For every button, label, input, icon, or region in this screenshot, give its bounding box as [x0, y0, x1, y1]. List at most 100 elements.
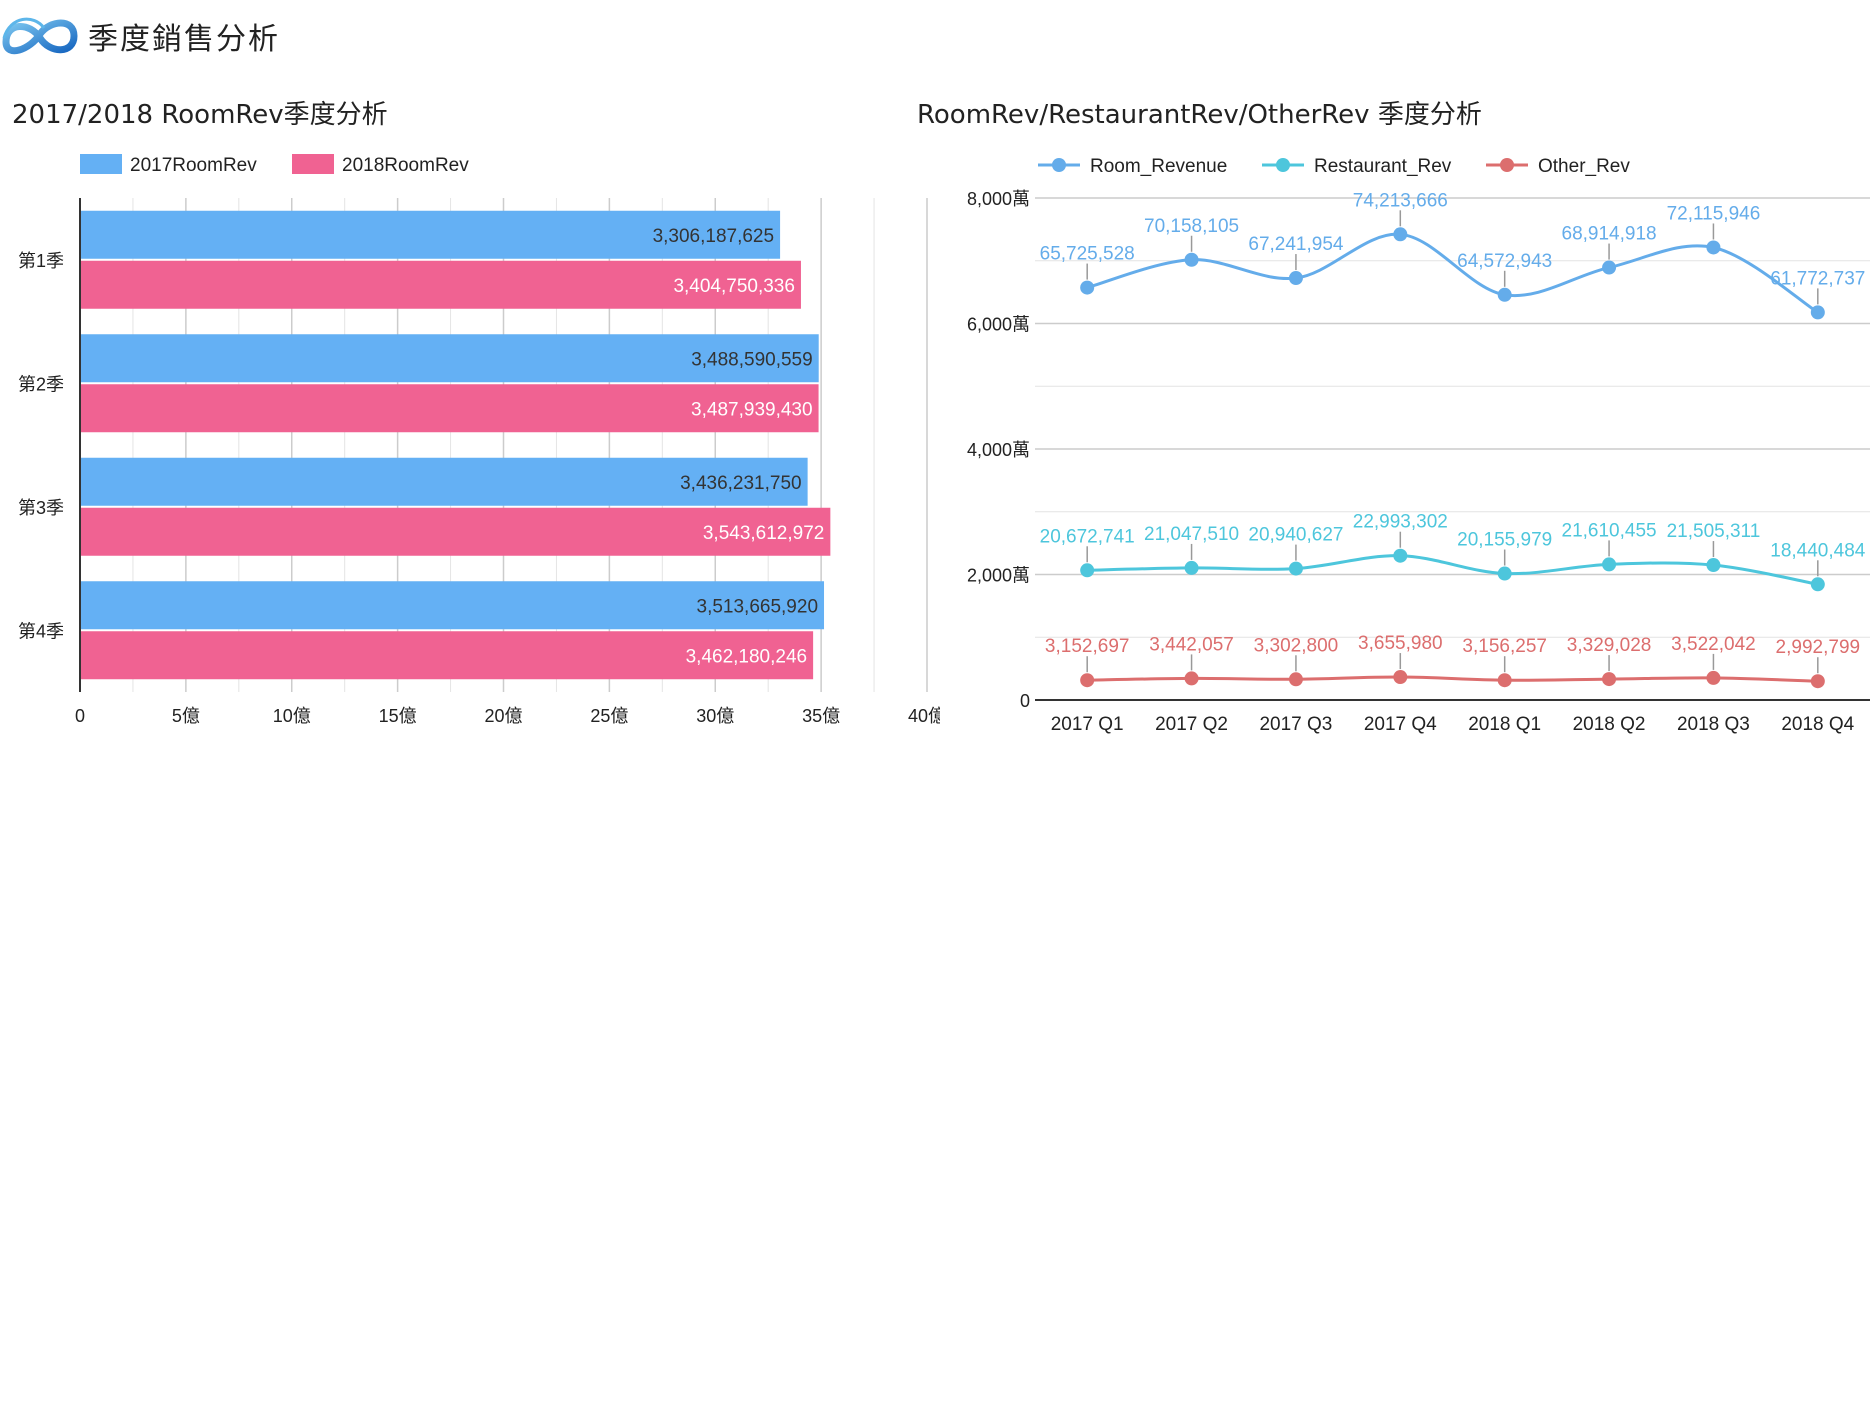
point-Room_Revenue-2017 Q1 [1080, 280, 1095, 295]
data-label-2018RoomRev: 3,462,180,246 [686, 646, 808, 667]
legend-label-Other_Rev: Other_Rev [1538, 156, 1630, 177]
line-chart: Room_Revenue Restaurant_Rev Other_Rev 0 2,00… [967, 156, 1870, 735]
series-line-Restaurant_Rev [1087, 554, 1819, 586]
data-label-Other_Rev: 3,522,042 [1671, 634, 1756, 655]
data-label-Room_Revenue: 64,572,943 [1457, 251, 1552, 272]
point-Restaurant_Rev-2017 Q4 [1393, 548, 1408, 563]
bar-2017RoomRev-第3季 [80, 457, 808, 506]
point-Other_Rev-2018 Q2 [1602, 672, 1617, 687]
data-label-2017RoomRev: 3,488,590,559 [691, 349, 813, 370]
legend-marker-Restaurant_Rev [1276, 158, 1290, 172]
x-tick-label: 20億 [484, 706, 522, 726]
x-tick-label: 15億 [379, 706, 417, 726]
legend-label-2017RoomRev: 2017RoomRev [130, 155, 257, 176]
data-label-Other_Rev: 3,329,028 [1567, 635, 1652, 656]
y-category-label: 第4季 [18, 621, 64, 641]
data-label-Other_Rev: 3,152,697 [1045, 636, 1130, 657]
y-tick-label: 0 [1020, 691, 1030, 711]
x-tick-label: 30億 [696, 706, 734, 726]
data-label-2017RoomRev: 3,436,231,750 [680, 473, 802, 494]
data-label-Restaurant_Rev: 22,993,302 [1353, 512, 1448, 533]
data-label-Room_Revenue: 68,914,918 [1562, 224, 1657, 245]
bar-2017RoomRev-第2季 [80, 334, 819, 383]
point-Room_Revenue-2018 Q2 [1602, 260, 1617, 275]
y-category-label: 第3季 [18, 498, 64, 518]
data-label-Restaurant_Rev: 20,672,741 [1040, 526, 1135, 547]
infinity-logo-icon [2, 17, 78, 55]
point-Room_Revenue-2018 Q4 [1810, 305, 1825, 320]
y-tick-label: 4,000萬 [967, 440, 1030, 460]
data-label-2018RoomRev: 3,487,939,430 [691, 399, 813, 420]
data-label-2018RoomRev: 3,404,750,336 [673, 276, 795, 297]
legend-marker-Other_Rev [1500, 158, 1514, 172]
data-label-Restaurant_Rev: 21,047,510 [1144, 524, 1239, 545]
point-Other_Rev-2017 Q3 [1288, 672, 1303, 687]
x-category-label: 2017 Q3 [1259, 714, 1332, 735]
y-tick-label: 2,000萬 [967, 566, 1030, 586]
x-category-label: 2018 Q2 [1573, 714, 1646, 735]
x-tick-label: 10億 [273, 706, 311, 726]
point-Restaurant_Rev-2017 Q1 [1080, 563, 1095, 578]
legend-swatch-2017RoomRev [80, 154, 122, 174]
point-Restaurant_Rev-2018 Q3 [1706, 558, 1721, 573]
data-label-Room_Revenue: 70,158,105 [1144, 216, 1239, 237]
point-Other_Rev-2017 Q1 [1080, 673, 1095, 688]
legend-label-2018RoomRev: 2018RoomRev [342, 155, 469, 176]
point-Restaurant_Rev-2018 Q2 [1602, 557, 1617, 572]
point-Restaurant_Rev-2018 Q4 [1810, 577, 1825, 592]
point-Other_Rev-2018 Q3 [1706, 670, 1721, 685]
data-label-Other_Rev: 3,655,980 [1358, 633, 1443, 654]
point-Room_Revenue-2017 Q4 [1393, 227, 1408, 242]
x-tick-label: 40億 [908, 706, 940, 726]
data-label-Restaurant_Rev: 21,505,311 [1667, 521, 1761, 542]
data-label-Restaurant_Rev: 21,610,455 [1562, 520, 1657, 541]
bar-chart-title: 2017/2018 RoomRev季度分析 [12, 100, 388, 130]
x-category-label: 2017 Q1 [1051, 714, 1124, 735]
y-category-label: 第1季 [18, 251, 64, 271]
point-Restaurant_Rev-2017 Q3 [1288, 561, 1303, 576]
line-chart-title: RoomRev/RestaurantRev/OtherRev 季度分析 [917, 100, 1482, 130]
bar-2017RoomRev-第4季 [80, 581, 825, 630]
data-label-Room_Revenue: 72,115,946 [1667, 203, 1761, 224]
y-tick-label: 6,000萬 [967, 315, 1030, 335]
point-Restaurant_Rev-2017 Q2 [1184, 560, 1199, 575]
x-category-label: 2017 Q4 [1364, 714, 1437, 735]
bar-2018RoomRev-第3季 [80, 507, 831, 556]
point-Other_Rev-2018 Q1 [1497, 673, 1512, 688]
data-label-Other_Rev: 3,442,057 [1149, 634, 1234, 655]
x-tick-label: 35億 [802, 706, 840, 726]
x-tick-label: 25億 [590, 706, 628, 726]
data-label-2017RoomRev: 3,513,665,920 [697, 596, 819, 617]
y-tick-label: 8,000萬 [967, 189, 1030, 209]
data-label-Restaurant_Rev: 18,440,484 [1770, 540, 1866, 561]
report-header: 季度銷售分析 [0, 0, 600, 70]
point-Room_Revenue-2018 Q1 [1497, 287, 1512, 302]
point-Room_Revenue-2017 Q3 [1288, 271, 1303, 286]
point-Other_Rev-2018 Q4 [1810, 674, 1825, 689]
data-label-Restaurant_Rev: 20,155,979 [1457, 530, 1552, 551]
data-label-2017RoomRev: 3,306,187,625 [653, 226, 775, 247]
data-label-Restaurant_Rev: 20,940,627 [1248, 525, 1343, 546]
data-label-Other_Rev: 2,992,799 [1776, 637, 1861, 658]
y-category-label: 第2季 [18, 374, 64, 394]
legend-marker-Room_Revenue [1052, 158, 1066, 172]
bar-2018RoomRev-第1季 [80, 260, 801, 309]
x-tick-label: 5億 [172, 706, 200, 726]
bar-2018RoomRev-第4季 [80, 631, 814, 680]
data-label-Room_Revenue: 61,772,737 [1770, 268, 1865, 289]
point-Room_Revenue-2018 Q3 [1706, 240, 1721, 255]
report-title: 季度銷售分析 [88, 22, 280, 57]
data-label-Other_Rev: 3,156,257 [1462, 636, 1547, 657]
bar-2018RoomRev-第2季 [80, 384, 819, 433]
legend-label-Restaurant_Rev: Restaurant_Rev [1314, 156, 1452, 177]
data-label-Other_Rev: 3,302,800 [1254, 635, 1339, 656]
x-category-label: 2017 Q2 [1155, 714, 1228, 735]
legend-label-Room_Revenue: Room_Revenue [1090, 156, 1227, 177]
bar-2017RoomRev-第1季 [80, 210, 781, 259]
data-label-2018RoomRev: 3,543,612,972 [703, 523, 825, 544]
legend-swatch-2018RoomRev [292, 154, 334, 174]
point-Restaurant_Rev-2018 Q1 [1497, 566, 1512, 581]
x-tick-label: 0 [75, 706, 85, 726]
data-label-Room_Revenue: 65,725,528 [1040, 244, 1135, 265]
x-category-label: 2018 Q3 [1677, 714, 1750, 735]
